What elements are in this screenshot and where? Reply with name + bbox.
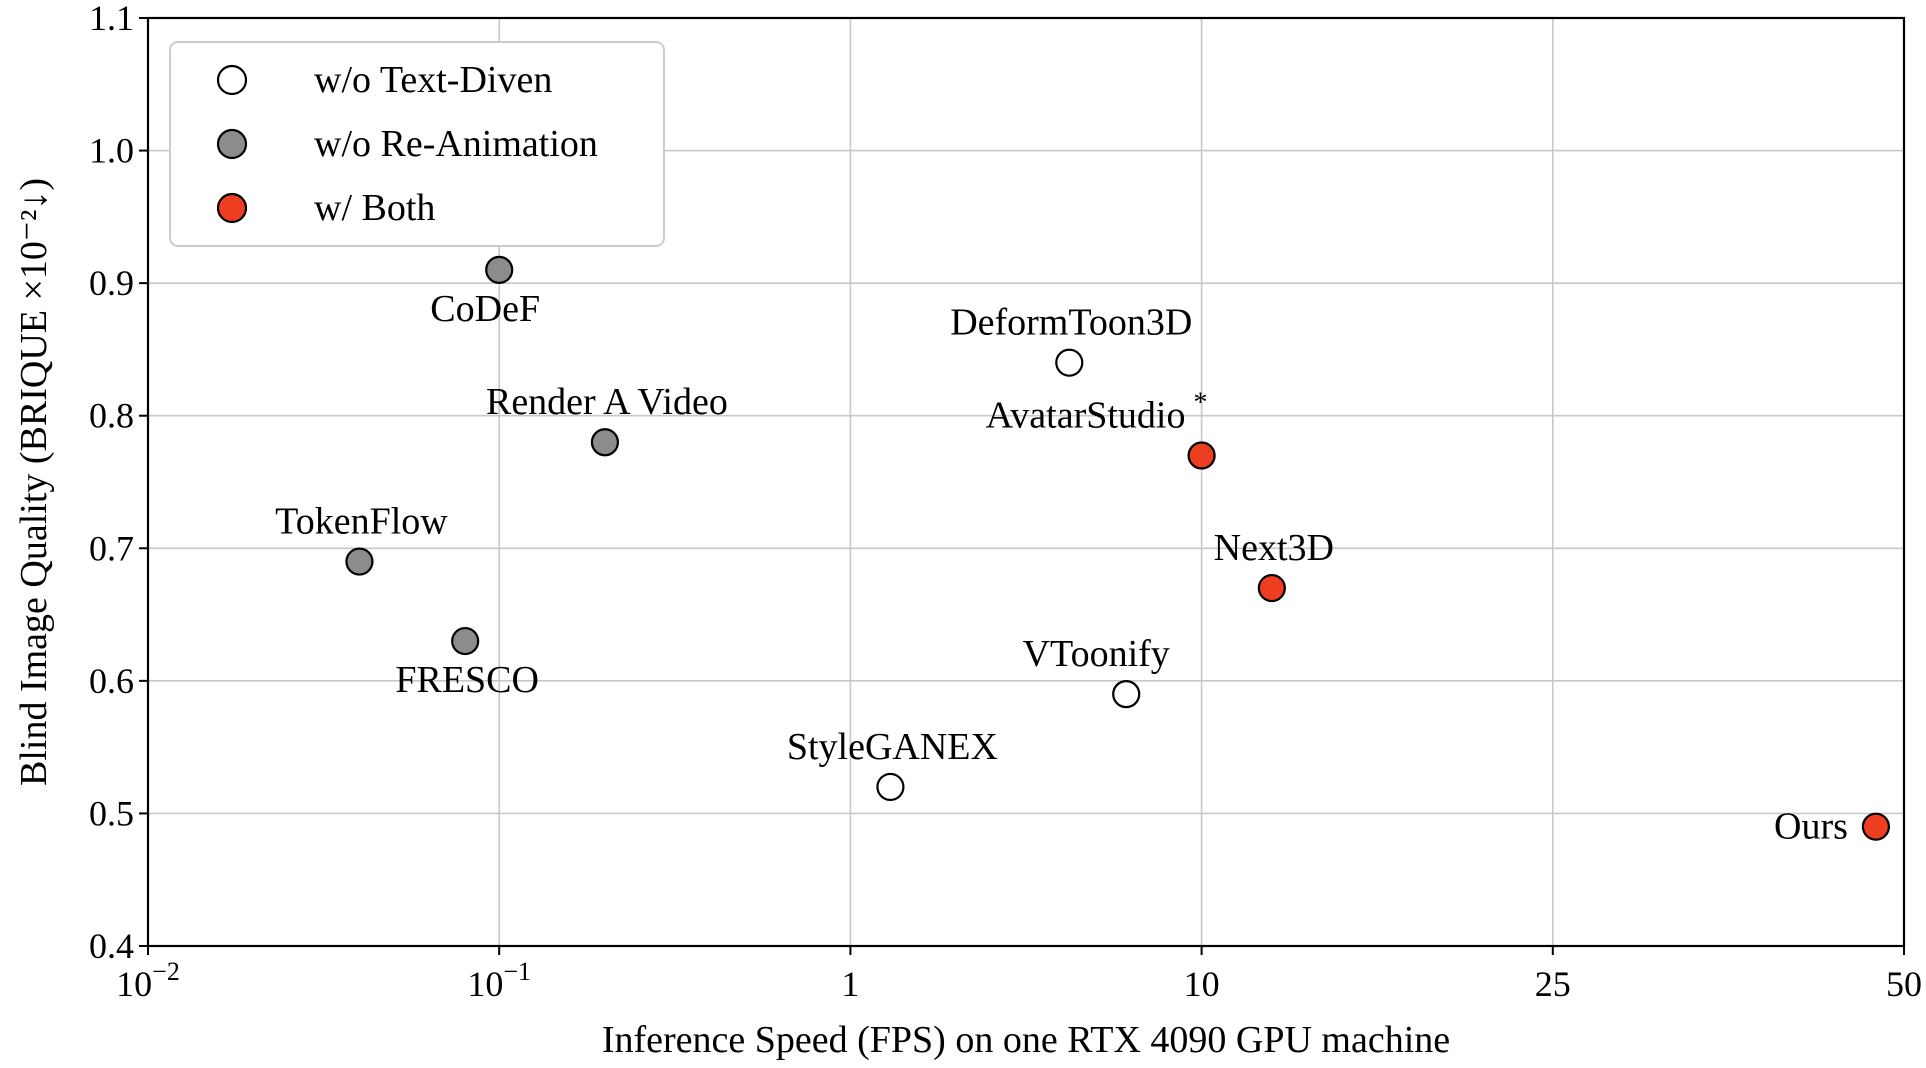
point-label: AvatarStudio *	[986, 387, 1208, 436]
data-point-deformtoon3d	[1055, 348, 1084, 377]
point-label: DeformToon3D	[950, 302, 1192, 344]
data-point-avatarstudio	[1187, 441, 1216, 470]
y-tick-label: 1.1	[89, 0, 134, 38]
point-label: StyleGANEX	[787, 726, 998, 768]
data-point-styleganex	[876, 772, 905, 802]
data-point-render-a-video	[590, 428, 620, 457]
x-tick-label: 10−1	[467, 957, 531, 1004]
data-point-tokenflow	[345, 547, 374, 576]
data-point-next3d	[1257, 573, 1286, 603]
legend-label: w/o Re-Animation	[314, 123, 598, 165]
data-point-ours	[1861, 812, 1891, 841]
x-tick-label: 25	[1535, 964, 1571, 1004]
legend-box	[169, 41, 665, 247]
data-point-codef	[485, 255, 514, 284]
data-point-fresco	[451, 626, 480, 656]
point-label: VToonify	[1023, 633, 1170, 675]
y-tick-label: 0.6	[89, 661, 134, 701]
y-tick-label: 0.7	[89, 528, 134, 568]
legend: w/o Text-Diven w/o Re-Animation w/ Both	[169, 41, 665, 247]
x-tick-label: 10−2	[116, 957, 180, 1004]
legend-label: w/o Text-Diven	[314, 59, 552, 101]
x-tick-label: 1	[841, 964, 859, 1004]
point-label: CoDeF	[430, 288, 540, 330]
x-tick-label: 10	[1184, 964, 1220, 1004]
x-tick-label: 50	[1886, 964, 1922, 1004]
y-axis-title: Blind Image Quality (BRIQUE ×10⁻²↓)	[13, 178, 55, 786]
point-label: Render A Video	[486, 381, 728, 423]
legend-marker	[216, 192, 248, 224]
data-point-vtoonify	[1112, 680, 1141, 709]
y-tick-label: 0.4	[89, 926, 134, 966]
point-label: FRESCO	[395, 659, 539, 701]
plot-area-frame	[146, 16, 1906, 948]
y-tick-label: 1.0	[89, 131, 134, 171]
y-tick-label: 0.8	[89, 396, 134, 436]
point-label: Next3D	[1214, 527, 1334, 569]
y-tick-label: 0.9	[89, 263, 134, 303]
x-axis-title: Inference Speed (FPS) on one RTX 4090 GP…	[602, 1019, 1450, 1061]
point-label: TokenFlow	[275, 501, 448, 543]
axis-ticks: 10−2 10−1 1 10 25 50 0.4 0.5 0.6 0.7 0.8 0.9 1.0 1.1	[89, 0, 1922, 1004]
grid-lines	[148, 18, 1904, 946]
point-label: Ours	[1774, 806, 1848, 848]
legend-marker	[216, 128, 248, 160]
y-tick-label: 0.5	[89, 793, 134, 833]
data-points: DeformToon3D VToonify StyleGANEX CoDeF Rende…	[275, 255, 1891, 848]
legend-label: w/ Both	[314, 187, 435, 229]
legend-marker	[216, 64, 248, 96]
